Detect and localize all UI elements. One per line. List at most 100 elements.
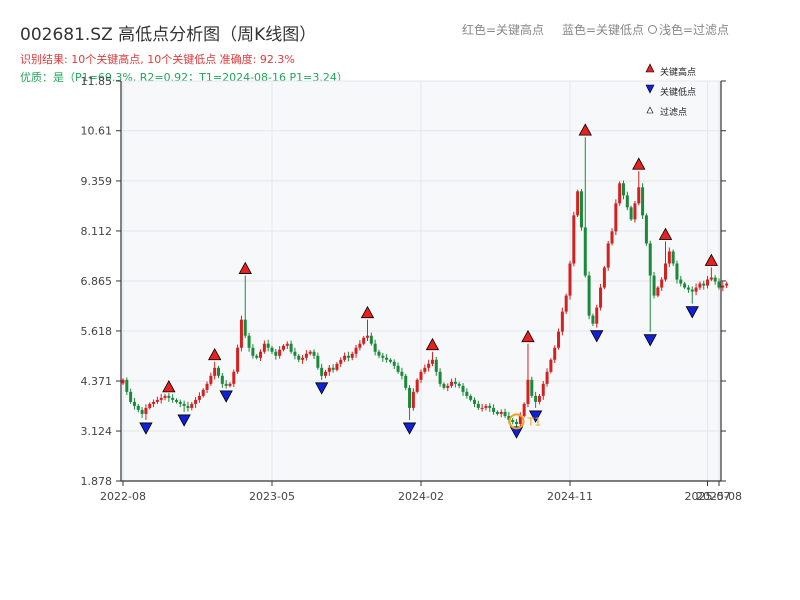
candle-body — [706, 279, 710, 286]
candle-body — [713, 277, 717, 282]
candle-body — [350, 353, 354, 358]
candle-body — [522, 403, 526, 416]
candle-body — [232, 371, 236, 384]
candle-body — [140, 409, 144, 414]
key-high-marker — [704, 253, 719, 266]
key-high-marker — [208, 347, 222, 361]
key-high-marker — [658, 227, 673, 240]
candle-body — [377, 351, 381, 356]
candle-body — [217, 367, 221, 376]
chart-title: 002681.SZ 高低点分析图（周K线图） — [20, 25, 317, 45]
candle-body — [725, 283, 729, 286]
candle-body — [495, 411, 499, 414]
key-low-marker — [643, 334, 657, 347]
candle-body — [660, 279, 664, 288]
candle-body — [197, 395, 201, 400]
candle-body — [270, 347, 274, 352]
candle-body — [557, 331, 561, 348]
candle-body — [255, 355, 259, 358]
candle-body — [553, 347, 557, 360]
candle-body — [228, 383, 232, 386]
candle-body — [641, 187, 645, 216]
candle-body — [450, 381, 454, 386]
hollow-circle-icon — [648, 25, 657, 34]
candle-body — [507, 415, 511, 420]
key-high-marker — [632, 157, 646, 170]
candle-body — [159, 397, 163, 400]
candle-body — [301, 357, 305, 360]
candle-body — [591, 315, 595, 324]
key-high-marker — [238, 261, 252, 274]
legend-filtered-icon — [646, 106, 654, 114]
key-low-marker — [314, 382, 329, 395]
y-tick-label: 1.878 — [81, 475, 113, 488]
candle-body — [190, 403, 194, 408]
y-tick-label: 3.124 — [81, 425, 113, 438]
legend-light-note: 浅色=过滤点 — [648, 21, 729, 38]
x-tick-label: 2024-11 — [547, 490, 593, 503]
candle-body — [343, 355, 347, 360]
candle-body — [155, 399, 159, 402]
t1-circle — [508, 413, 525, 430]
candle-body — [323, 371, 327, 376]
candle-body — [194, 399, 198, 404]
candle-body — [587, 275, 591, 316]
candle-body — [388, 359, 392, 362]
candle-body — [434, 359, 438, 372]
key-low-marker — [685, 306, 699, 319]
candle-body — [476, 403, 480, 408]
candle-body — [251, 347, 255, 356]
y-tick-label: 6.865 — [81, 275, 113, 288]
candle-body — [415, 379, 419, 392]
candle-body — [515, 421, 519, 424]
candle-body — [709, 277, 713, 280]
candle-body — [312, 351, 316, 356]
candle-body — [423, 367, 427, 372]
candle-body — [568, 263, 572, 296]
axes-group: 1.878 3.124 4.371 5.618 6.865 8.112 9.359 10.61… — [81, 75, 742, 503]
candle-body — [652, 275, 656, 296]
candle-body — [602, 267, 606, 288]
y-tick-label: 9.359 — [81, 175, 113, 188]
candle-body — [690, 289, 694, 292]
candle-body — [171, 397, 175, 400]
candle-body — [297, 355, 301, 360]
candle-body — [679, 279, 683, 284]
candle-body — [266, 343, 270, 348]
candle-body — [625, 195, 629, 208]
candle-body — [125, 379, 129, 392]
candle-body — [629, 207, 633, 220]
candle-body — [465, 391, 469, 396]
candle-body — [579, 191, 583, 228]
candle-body — [304, 353, 308, 358]
candle-body — [327, 367, 331, 372]
y-tick-label: 4.371 — [81, 375, 113, 388]
candle-body — [560, 311, 564, 332]
candle-body — [354, 347, 358, 354]
candle-body — [308, 351, 312, 354]
candle-body — [346, 355, 350, 358]
candle-body — [213, 367, 217, 376]
candle-body — [186, 405, 190, 408]
candle-body — [163, 395, 167, 398]
candle-body — [446, 385, 450, 388]
candle-body — [686, 287, 690, 290]
key-high-marker — [521, 329, 535, 343]
candle-body — [702, 283, 706, 286]
candle-body — [385, 357, 389, 360]
candle-body — [182, 403, 186, 406]
candle-body — [220, 375, 224, 384]
candle-body — [618, 183, 622, 204]
candles-group — [121, 137, 729, 428]
t1-label: T1 — [527, 415, 542, 428]
legend-light-label: 浅色=过滤点 — [659, 23, 730, 37]
candle-body — [148, 403, 152, 408]
key-low-marker — [177, 414, 191, 427]
candle-body — [316, 355, 320, 368]
key-low-marker — [590, 330, 604, 343]
candle-body — [664, 263, 668, 280]
key-high-marker — [578, 123, 592, 136]
candle-body — [339, 359, 343, 364]
candle-body — [530, 379, 534, 396]
